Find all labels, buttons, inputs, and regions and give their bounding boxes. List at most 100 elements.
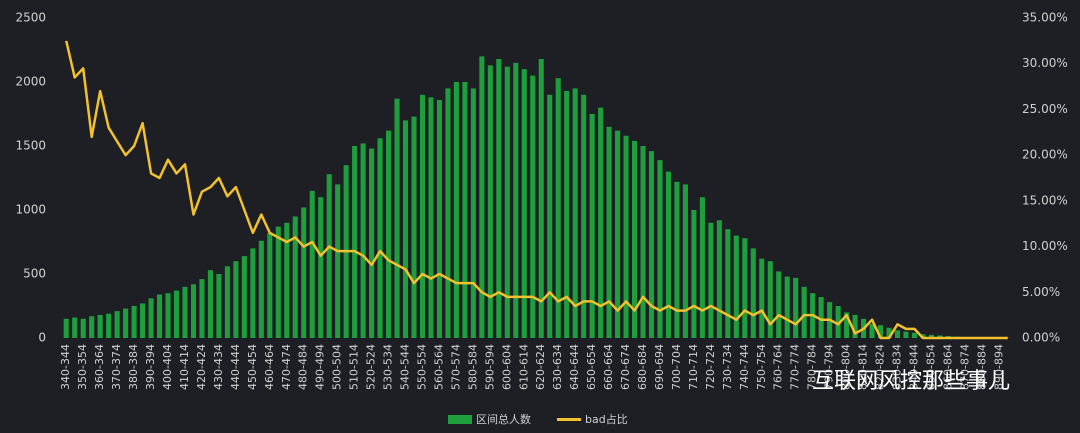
bar	[436, 99, 442, 338]
x-tick-label: 890-894	[992, 344, 1005, 390]
bar	[504, 66, 510, 338]
x-tick-label: 520-524	[365, 344, 378, 390]
line	[65, 40, 1008, 340]
x-tick-label: 810-814	[857, 344, 870, 390]
bar	[598, 107, 604, 338]
x-tick-label: 870-874	[958, 344, 971, 390]
bar	[844, 312, 850, 338]
x-tick-label: 340-344	[59, 344, 72, 390]
bar	[140, 303, 146, 338]
bar	[640, 146, 646, 338]
bar	[886, 327, 892, 338]
bar	[648, 151, 655, 338]
bar	[767, 261, 773, 338]
bar	[131, 306, 137, 338]
x-tick-label: 770-774	[789, 344, 802, 390]
y2-tick-label: 5.00%	[1022, 285, 1060, 299]
bar	[708, 222, 714, 338]
bar	[589, 114, 595, 338]
bar	[742, 238, 748, 338]
bar	[428, 97, 434, 338]
x-tick-label: 800-804	[840, 344, 853, 390]
y2-tick-label: 20.00%	[1022, 148, 1068, 162]
bar	[665, 171, 672, 338]
x-tick-label: 410-414	[178, 344, 191, 390]
y2-tick-label: 30.00%	[1022, 56, 1068, 70]
legend-label: 区间总人数	[476, 412, 531, 426]
x-tick-label: 850-854	[924, 344, 937, 390]
x-tick-label: 390-394	[144, 344, 157, 390]
x-tick-label: 480-484	[297, 344, 310, 390]
bar	[818, 297, 824, 338]
bar	[199, 279, 205, 338]
bar	[784, 276, 790, 338]
bar	[555, 78, 561, 338]
bar	[682, 184, 688, 338]
bar	[623, 135, 629, 338]
x-tick-label: 690-694	[653, 344, 666, 390]
bar	[326, 174, 332, 338]
x-tick-label: 350-354	[76, 344, 89, 390]
x-tick-label: 370-374	[110, 344, 123, 390]
bar	[411, 116, 417, 338]
x-tick-label: 510-514	[348, 344, 361, 390]
bar	[335, 184, 341, 338]
bar	[699, 197, 705, 338]
x-tick-label: 860-864	[941, 344, 954, 390]
bar	[496, 58, 502, 339]
x-tick-label: 840-844	[907, 344, 920, 390]
x-tick-label: 600-604	[500, 344, 513, 390]
y-tick-label: 2000	[15, 75, 46, 89]
x-tick-label: 680-684	[636, 344, 649, 390]
bar	[292, 216, 298, 338]
bar	[207, 270, 213, 338]
bar	[869, 323, 875, 338]
bar	[725, 229, 731, 338]
bar	[606, 126, 612, 338]
bar	[911, 332, 917, 338]
bar	[453, 82, 459, 338]
x-tick-label: 630-634	[551, 344, 564, 390]
x-tick-label: 360-364	[93, 344, 106, 390]
x-tick-label: 550-554	[415, 344, 428, 390]
x-tick-label: 570-574	[449, 344, 462, 390]
bar	[572, 88, 578, 339]
bar	[937, 335, 943, 338]
bar	[173, 290, 180, 338]
bar	[513, 62, 519, 339]
x-tick-label: 530-534	[382, 344, 395, 390]
bar	[275, 226, 281, 338]
bar	[928, 334, 934, 338]
legend-swatch	[448, 415, 472, 424]
bar	[301, 207, 307, 338]
x-tick-label: 430-434	[212, 344, 225, 390]
bar	[318, 197, 324, 338]
bar	[190, 284, 197, 338]
bar	[674, 181, 680, 338]
bar	[462, 82, 468, 338]
y-tick-label: 1000	[15, 203, 46, 217]
legend-label: bad占比	[585, 412, 628, 426]
bar	[920, 334, 926, 338]
bar	[157, 294, 163, 338]
bar	[530, 75, 536, 338]
x-tick-label: 610-614	[517, 344, 530, 390]
x-tick-label: 710-714	[687, 344, 700, 390]
bar	[479, 56, 485, 339]
bar	[106, 313, 112, 338]
bar	[776, 271, 782, 338]
y2-tick-label: 0.00%	[1022, 331, 1060, 345]
bar	[224, 266, 230, 338]
bar	[903, 331, 909, 338]
bar	[521, 69, 527, 338]
y-tick-label: 500	[23, 267, 46, 281]
bar	[547, 94, 553, 338]
x-tick-label: 880-884	[975, 344, 988, 390]
bar	[877, 325, 884, 338]
bar	[309, 190, 315, 338]
y2-tick-label: 15.00%	[1022, 193, 1068, 207]
x-tick-label: 700-704	[670, 344, 683, 390]
y-tick-label: 0	[38, 331, 46, 345]
bar	[233, 261, 239, 338]
x-tick-label: 820-824	[874, 344, 887, 390]
